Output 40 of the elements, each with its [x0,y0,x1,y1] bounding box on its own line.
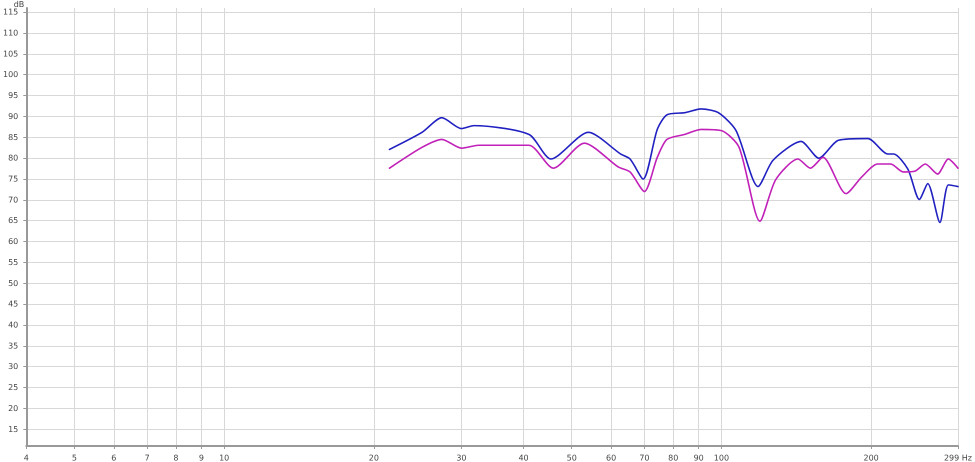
y-tick-label: 55 [8,258,18,267]
y-tick-label: 60 [8,237,18,246]
x-tick-label: 5 [72,454,78,462]
y-tick-label: 40 [8,320,18,330]
y-tick-label: 80 [8,154,18,163]
x-tick-label: 9 [198,454,204,462]
x-tick-label: 90 [694,454,704,462]
x-tick-label: 4 [24,454,29,462]
y-tick-label: 15 [8,424,18,434]
y-tick-label: 35 [8,341,18,350]
y-tick-label: 70 [8,195,18,204]
y-tick-label: 45 [8,300,18,309]
x-tick-label: 8 [173,454,179,462]
x-tick-label: 60 [606,454,616,462]
y-tick-label: 50 [8,278,18,288]
y-tick-label: 100 [2,70,18,80]
y-tick-label: 20 [8,404,18,413]
y-tick-label: 25 [8,383,18,392]
y-tick-label: 30 [8,362,18,372]
y-tick-label: 105 [2,49,18,58]
x-tick-label: 80 [668,454,678,462]
x-tick-label: 100 [714,454,730,462]
x-tick-label: 6 [111,454,116,462]
x-tick-label: 20 [368,454,379,462]
x-tick-label: 200 [864,454,879,462]
x-tick-label: 40 [518,454,529,462]
y-tick-label: 95 [8,91,18,100]
y-tick-label: 85 [8,132,18,142]
x-tick-label: 299 Hz [944,454,972,462]
x-tick-label: 30 [456,454,467,462]
x-tick-label: 50 [566,454,577,462]
x-tick-label: 70 [639,454,650,462]
y-tick-label: 115 [2,8,18,17]
y-tick-label: 65 [8,216,18,226]
y-tick-label: 75 [8,174,18,184]
y-tick-label: 110 [2,28,18,38]
y-tick-label: 90 [8,112,18,121]
x-tick-label: 10 [219,454,230,462]
x-tick-label: 7 [144,454,150,462]
y-axis-title: dB [14,0,24,9]
